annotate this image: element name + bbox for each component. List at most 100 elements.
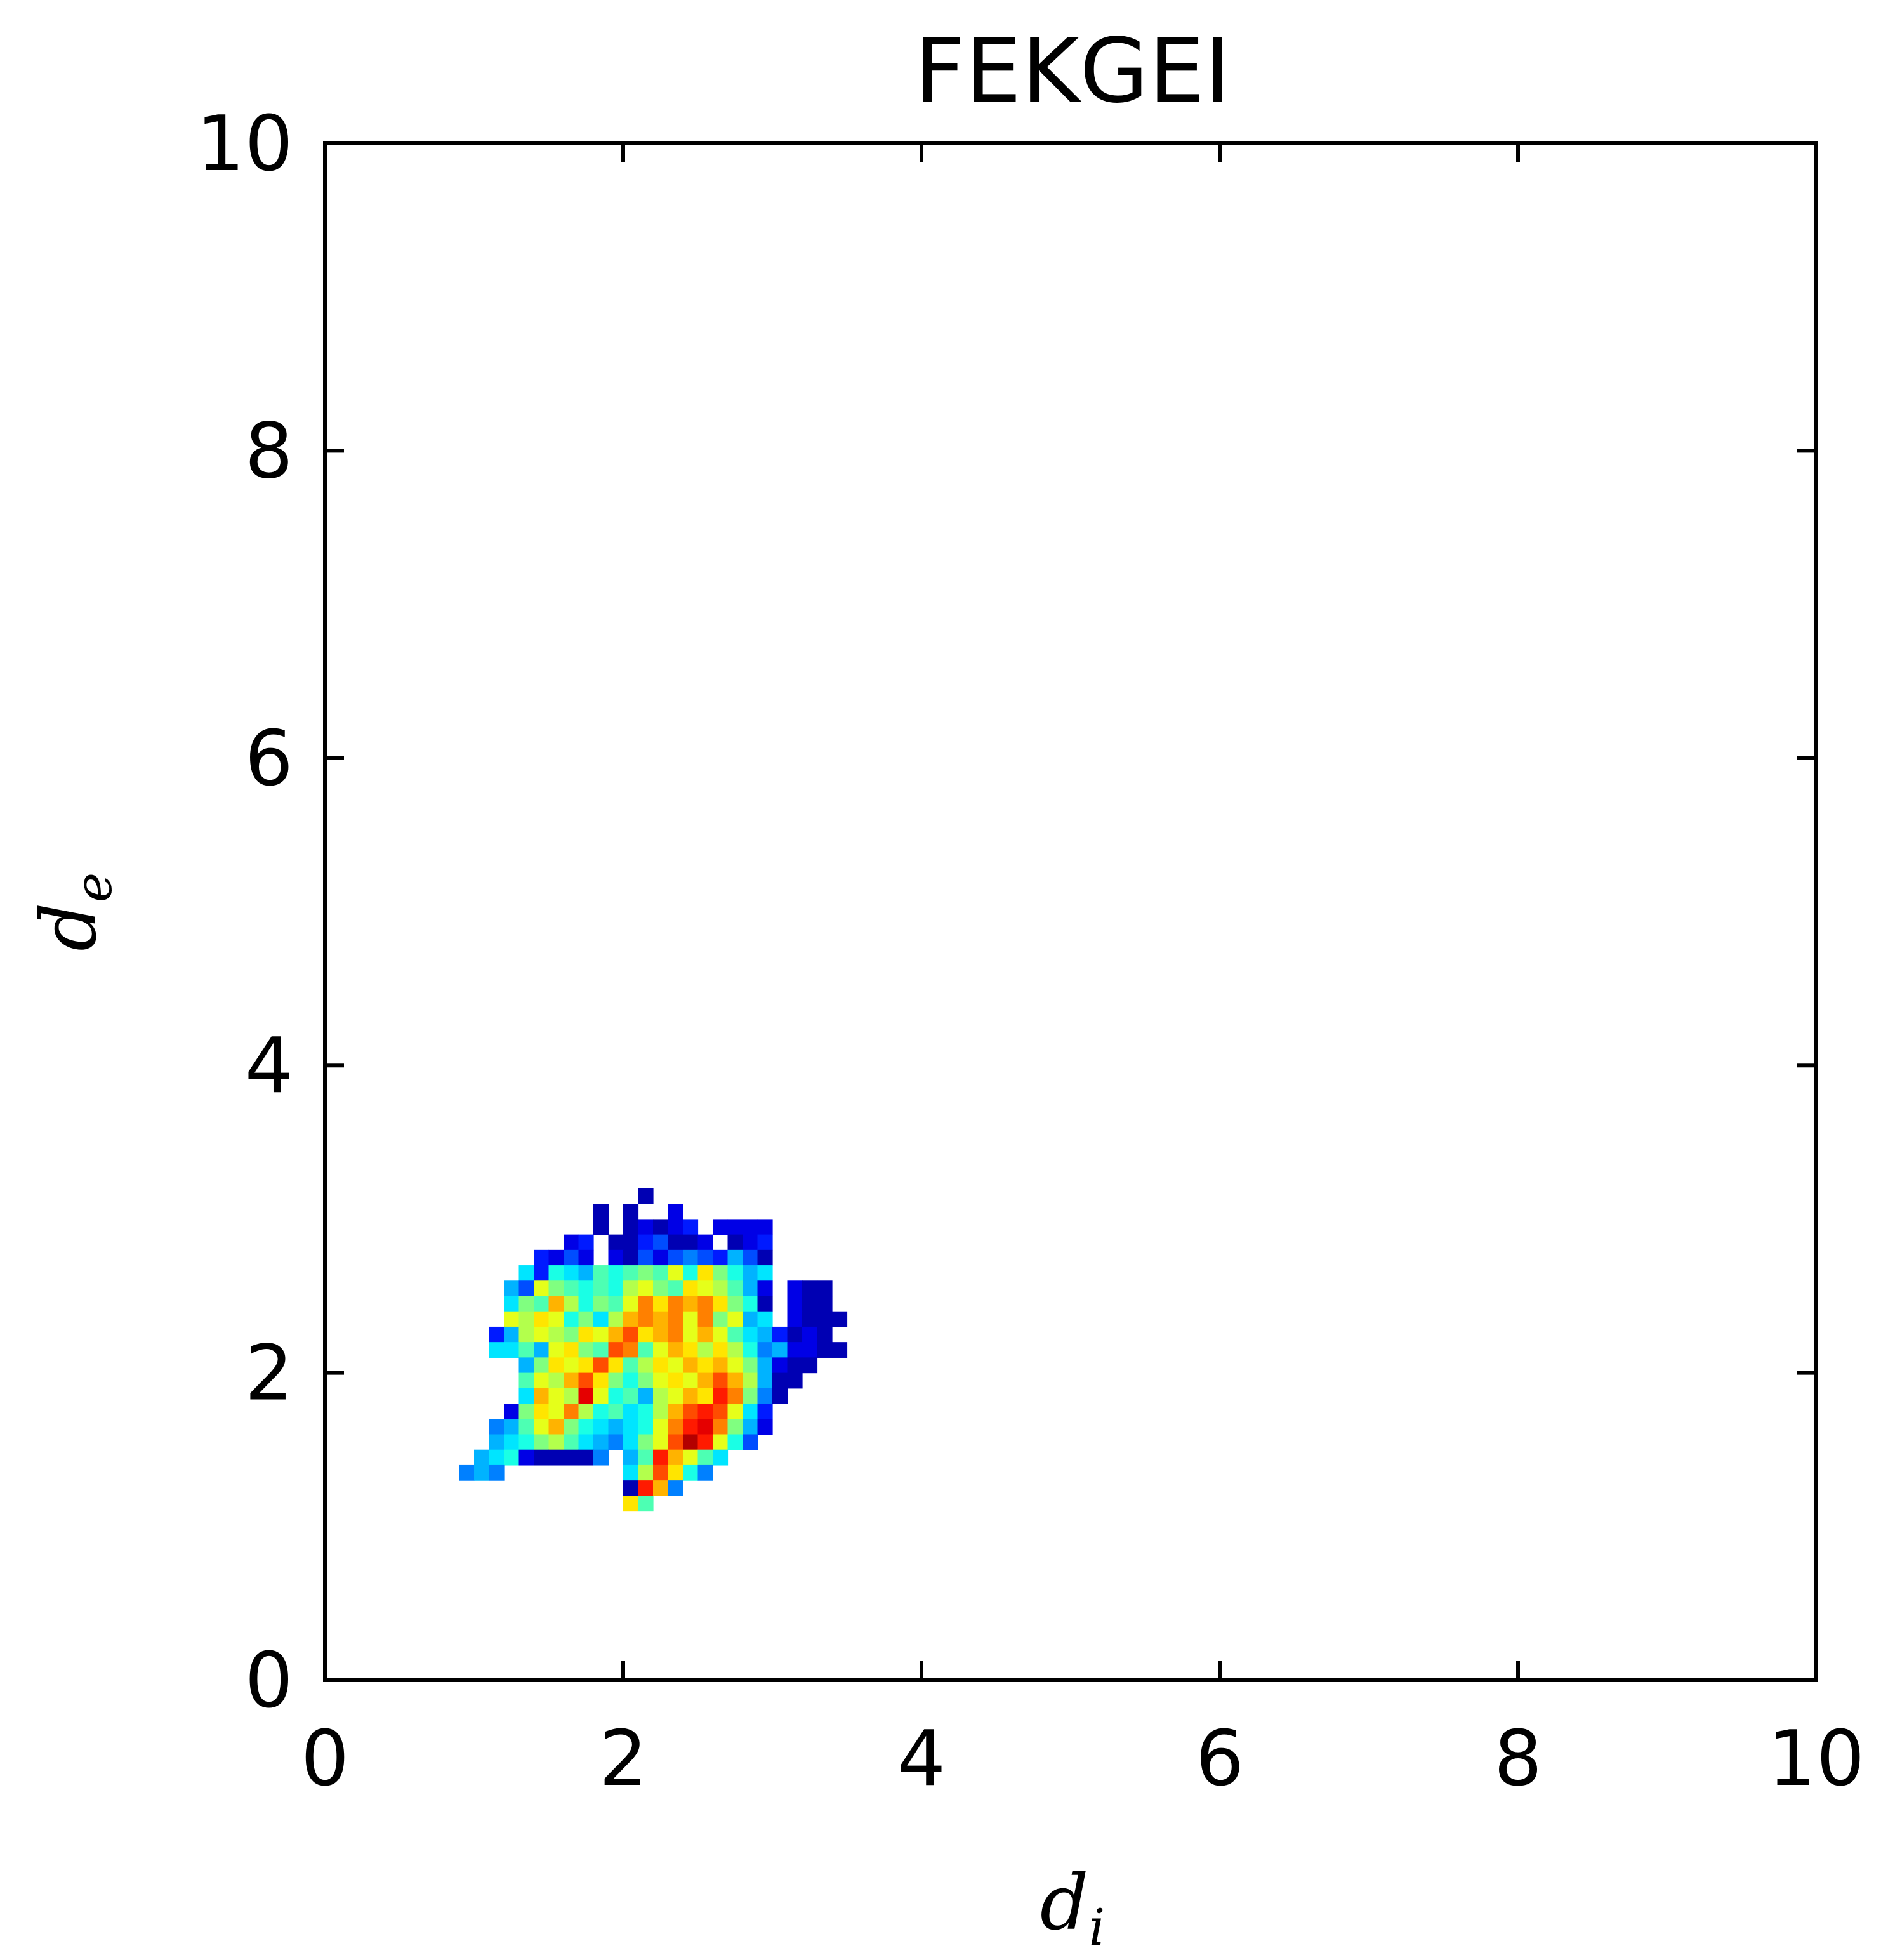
- heatmap-cell: [727, 1296, 743, 1312]
- heatmap-cell: [459, 1464, 475, 1481]
- x-axis-label: di: [1040, 1859, 1105, 1957]
- heatmap-cell: [578, 1249, 594, 1266]
- heatmap-cell: [802, 1280, 818, 1297]
- heatmap-cell: [623, 1480, 639, 1496]
- heatmap-cell: [564, 1234, 579, 1251]
- plot-frame: [323, 141, 1818, 1682]
- heatmap-cell: [534, 1419, 550, 1435]
- heatmap-cell: [683, 1265, 699, 1281]
- heatmap-cell: [697, 1326, 713, 1343]
- heatmap-cell: [653, 1419, 669, 1435]
- heatmap-cell: [727, 1249, 743, 1266]
- heatmap-cell: [817, 1326, 833, 1343]
- heatmap-cell: [743, 1342, 758, 1358]
- heatmap-cell: [578, 1372, 594, 1389]
- heatmap-cell: [668, 1404, 683, 1419]
- heatmap-cell: [638, 1434, 654, 1450]
- heatmap-cell: [593, 1296, 609, 1312]
- heatmap-cell: [817, 1311, 833, 1327]
- heatmap-cell: [474, 1464, 490, 1481]
- heatmap-cell: [474, 1449, 490, 1466]
- heatmap-cell: [668, 1326, 683, 1343]
- heatmap-cell: [623, 1219, 639, 1235]
- heatmap-cell: [489, 1326, 505, 1343]
- heatmap-cell: [668, 1204, 683, 1220]
- heatmap-cell: [683, 1296, 699, 1312]
- heatmap-cell: [668, 1311, 683, 1327]
- heatmap-cell: [638, 1249, 654, 1266]
- heatmap-cell: [534, 1372, 550, 1389]
- heatmap-cell: [713, 1219, 729, 1235]
- heatmap-cell: [623, 1388, 639, 1404]
- heatmap-cell: [683, 1311, 699, 1327]
- heatmap-cell: [518, 1265, 534, 1281]
- heatmap-cell: [578, 1234, 594, 1251]
- heatmap-cell: [697, 1234, 713, 1251]
- heatmap-cell: [697, 1249, 713, 1266]
- heatmap-cell: [578, 1434, 594, 1450]
- heatmap-cell: [683, 1342, 699, 1358]
- y-axis-label-main: d: [25, 902, 114, 951]
- heatmap-cell: [638, 1234, 654, 1251]
- heatmap-cell: [743, 1265, 758, 1281]
- heatmap-cell: [697, 1388, 713, 1404]
- heatmap-cell: [802, 1311, 818, 1327]
- heatmap-cell: [578, 1388, 594, 1404]
- heatmap-cell: [564, 1265, 579, 1281]
- heatmap-cell: [787, 1311, 803, 1327]
- heatmap-cell: [802, 1357, 818, 1374]
- heatmap-cell: [623, 1404, 639, 1419]
- heatmap-cell: [548, 1342, 564, 1358]
- heatmap-cell: [757, 1265, 773, 1281]
- heatmap-cell: [564, 1311, 579, 1327]
- heatmap-cell: [564, 1326, 579, 1343]
- heatmap-cell: [638, 1419, 654, 1435]
- heatmap-cell: [593, 1404, 609, 1419]
- heatmap-cell: [534, 1265, 550, 1281]
- heatmap-cell: [743, 1357, 758, 1374]
- heatmap-cell: [623, 1280, 639, 1297]
- heatmap-cell: [757, 1219, 773, 1235]
- heatmap-cell: [683, 1404, 699, 1419]
- x-axis-label-main: d: [1040, 1859, 1089, 1947]
- heatmap-cell: [504, 1449, 520, 1466]
- heatmap-cell: [653, 1357, 669, 1374]
- heatmap-cell: [787, 1342, 803, 1358]
- heatmap-cell: [653, 1480, 669, 1496]
- heatmap-cell: [668, 1249, 683, 1266]
- heatmap-cell: [578, 1404, 594, 1419]
- x-tick-label: 0: [301, 1715, 349, 1803]
- heatmap-cell: [608, 1311, 624, 1327]
- heatmap-cell: [697, 1311, 713, 1327]
- heatmap-cell: [623, 1204, 639, 1220]
- heatmap-cell: [713, 1265, 729, 1281]
- heatmap-cell: [608, 1280, 624, 1297]
- heatmap-cell: [534, 1449, 550, 1466]
- heatmap-cell: [504, 1311, 520, 1327]
- heatmap-cell: [697, 1404, 713, 1419]
- heatmap-cell: [564, 1249, 579, 1266]
- heatmap-cell: [548, 1249, 564, 1266]
- heatmap-cell: [757, 1249, 773, 1266]
- heatmap-cell: [578, 1419, 594, 1435]
- heatmap-cell: [727, 1419, 743, 1435]
- heatmap-cell: [727, 1326, 743, 1343]
- heatmap-cell: [653, 1249, 669, 1266]
- heatmap-cell: [683, 1464, 699, 1481]
- heatmap-cell: [548, 1419, 564, 1435]
- heatmap-cell: [638, 1342, 654, 1358]
- heatmap-cell: [713, 1388, 729, 1404]
- heatmap-cell: [638, 1404, 654, 1419]
- heatmap-cell: [743, 1372, 758, 1389]
- heatmap-cell: [623, 1296, 639, 1312]
- heatmap-cell: [608, 1357, 624, 1374]
- heatmap-cell: [564, 1296, 579, 1312]
- heatmap-cell: [817, 1342, 833, 1358]
- heatmap-cell: [653, 1219, 669, 1235]
- heatmap-cell: [504, 1342, 520, 1358]
- heatmap-cell: [787, 1326, 803, 1343]
- heatmap-cell: [713, 1249, 729, 1266]
- heatmap-cell: [518, 1372, 534, 1389]
- heatmap-cell: [743, 1249, 758, 1266]
- heatmap-cell: [534, 1357, 550, 1374]
